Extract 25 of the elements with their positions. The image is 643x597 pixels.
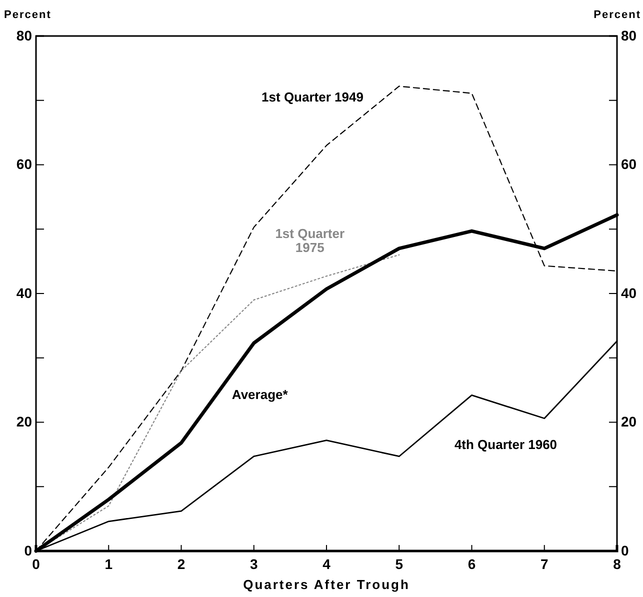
series-label: 1st Quarter 1975: [275, 226, 345, 256]
y2-tick-label: 0: [621, 542, 629, 558]
y2-axis-title: Percent: [594, 9, 641, 21]
y-tick-label: 80: [16, 27, 32, 44]
x-tick-label: 8: [613, 556, 622, 572]
y2-tick-label: 20: [621, 414, 637, 430]
y-tick-label: 20: [16, 414, 32, 430]
x-tick-label: 4: [322, 556, 331, 572]
y-tick-label: 0: [24, 542, 32, 558]
x-tick-label: 2: [177, 556, 186, 572]
y-axis-title: Percent: [4, 9, 52, 21]
y2-tick-label: 80: [621, 27, 637, 44]
series-label: 1st Quarter 1949: [262, 89, 364, 104]
y-tick-label: 40: [16, 284, 32, 301]
x-tick-label: 3: [250, 556, 258, 572]
series-label: 4th Quarter 1960: [454, 437, 558, 452]
x-axis-title: Quarters After Trough: [243, 577, 410, 592]
y2-tick-label: 40: [621, 284, 637, 301]
x-tick-label: 5: [395, 556, 404, 572]
y-tick-label: 60: [16, 156, 32, 172]
series-label: Average*: [232, 387, 289, 402]
x-tick-label: 1: [104, 556, 113, 572]
x-tick-label: 6: [468, 556, 476, 572]
y2-tick-label: 60: [621, 156, 637, 172]
x-tick-label: 7: [540, 556, 548, 572]
